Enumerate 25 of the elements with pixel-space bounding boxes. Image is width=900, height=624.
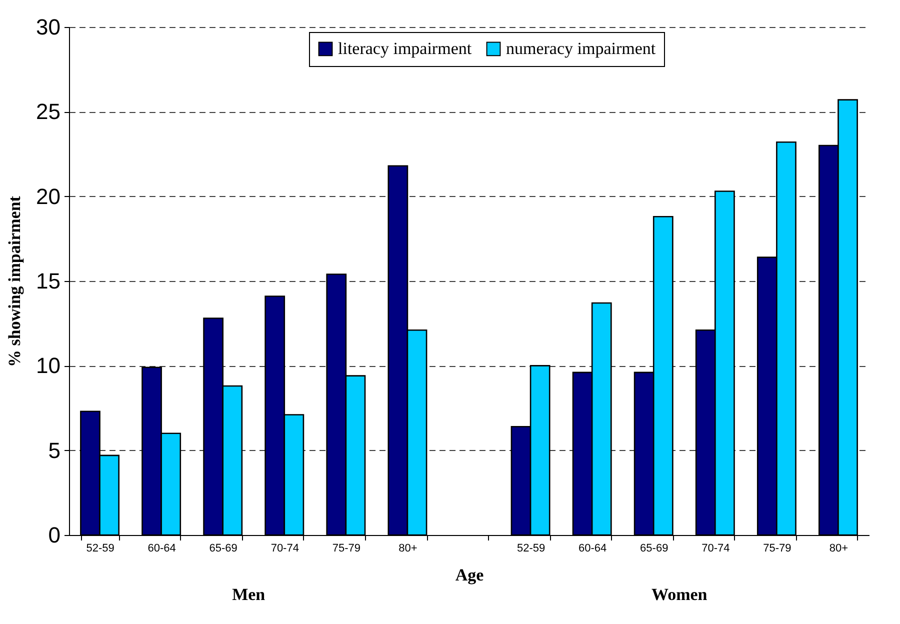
y-tick-label: 25: [36, 99, 60, 124]
x-tick-label: 80+: [398, 542, 418, 554]
y-tick-label: 30: [36, 14, 60, 40]
x-tick-label: 75-79: [332, 542, 360, 554]
x-tick-label: 65-69: [640, 542, 668, 554]
x-tick-label: 52-59: [86, 542, 114, 554]
text: Women: [652, 585, 708, 605]
text: Men: [232, 585, 266, 605]
y-tick-label: 0: [48, 522, 60, 548]
x-tick-label: 52-59: [516, 542, 546, 554]
x-tick-label: 80+: [829, 542, 848, 554]
y-tick-label: 5: [48, 438, 60, 463]
legend-label: literacy impairment: [338, 38, 472, 58]
x-tick-label: 65-69: [209, 542, 238, 554]
y-tick-label: 10: [36, 353, 60, 378]
x-tick-label: 60-64: [578, 542, 607, 554]
x-tick-label: 70-74: [270, 542, 299, 554]
x-tick-label: 60-64: [148, 542, 176, 554]
y-axis-title: % showing impairment: [5, 196, 24, 367]
x-axis-title: Age: [455, 566, 484, 584]
x-tick-label: 70-74: [702, 542, 730, 554]
x-tick-label: 75-79: [763, 542, 792, 554]
legend-label: numeracy impairment: [506, 38, 656, 58]
y-tick-label: 15: [36, 268, 60, 294]
y-tick-label: 20: [36, 184, 60, 209]
